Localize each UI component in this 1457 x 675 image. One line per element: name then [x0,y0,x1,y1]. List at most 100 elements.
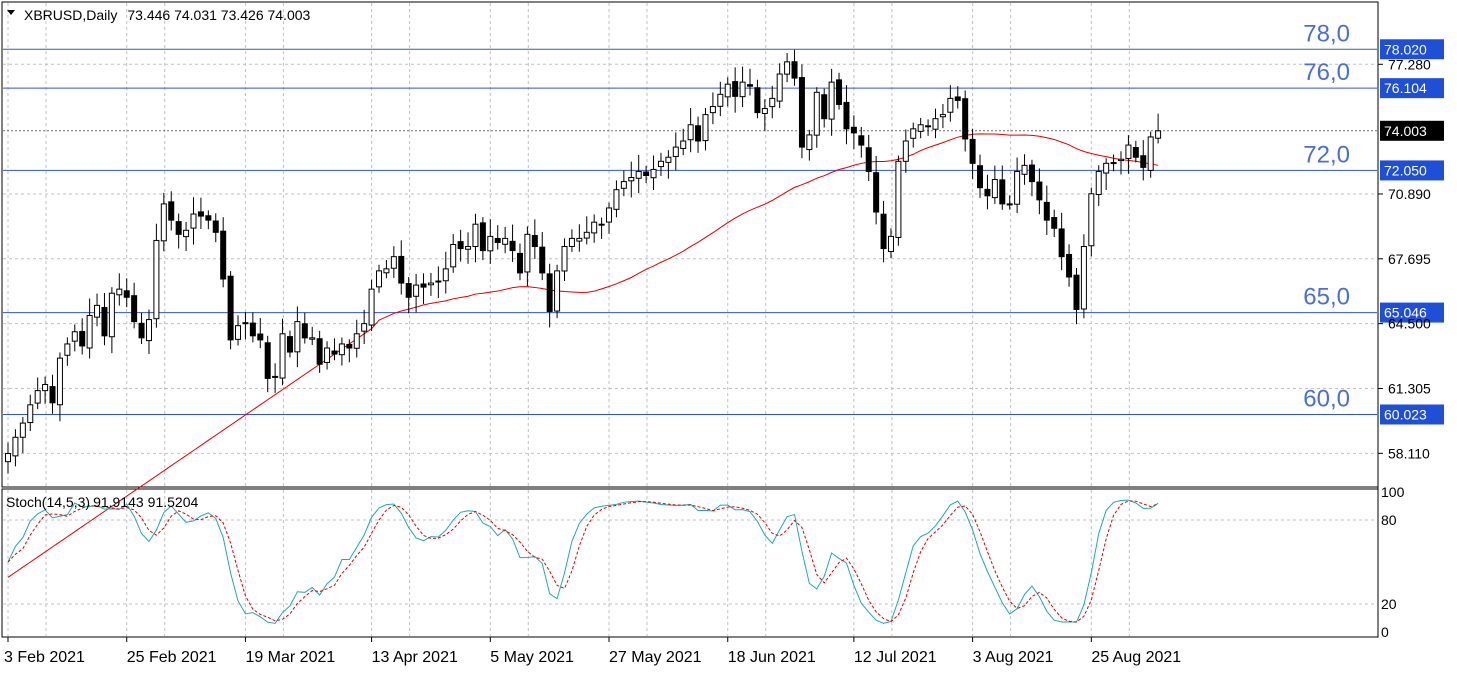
candle[interactable] [197,211,204,217]
candle[interactable] [828,81,835,120]
candle[interactable] [235,325,242,340]
candle[interactable] [175,221,182,235]
candle[interactable] [850,126,857,134]
candles[interactable] [5,49,1162,474]
candle[interactable] [1021,164,1028,175]
candle[interactable] [390,256,397,269]
candle[interactable] [672,146,679,158]
candle[interactable] [598,223,605,226]
candle[interactable] [427,282,434,286]
candle[interactable] [1058,228,1065,258]
candle[interactable] [1140,155,1147,168]
candle[interactable] [784,61,791,75]
candle[interactable] [279,333,286,379]
candle[interactable] [954,96,961,101]
candle[interactable] [205,215,212,221]
candle[interactable] [168,201,175,221]
candle[interactable] [821,94,828,120]
candle[interactable] [368,288,375,326]
candle[interactable] [747,84,753,87]
candle[interactable] [576,237,583,242]
candle[interactable] [999,179,1006,205]
candle[interactable] [962,98,969,140]
candle[interactable] [12,436,19,457]
candle[interactable] [695,125,702,142]
candle[interactable] [286,336,293,353]
candle[interactable] [94,304,101,318]
candle[interactable] [272,375,279,378]
candle[interactable] [902,140,909,162]
candle[interactable] [309,337,316,340]
candle[interactable] [502,237,509,245]
candle[interactable] [64,343,71,356]
candle[interactable] [769,97,776,108]
candle[interactable] [442,268,449,282]
candle[interactable] [977,165,984,189]
candle[interactable] [1051,217,1058,229]
candle[interactable] [42,384,49,392]
candle[interactable] [294,321,301,353]
candle[interactable] [806,134,813,151]
candle[interactable] [450,244,457,268]
candle[interactable] [71,331,78,342]
candle[interactable] [123,290,130,298]
candle[interactable] [1132,147,1139,158]
candle[interactable] [546,273,553,312]
candle[interactable] [324,347,331,363]
candle[interactable] [709,106,716,114]
candle[interactable] [19,422,26,438]
candle[interactable] [1118,158,1124,162]
candle[interactable] [79,330,86,347]
candle[interactable] [346,343,353,349]
candle[interactable] [86,315,93,349]
candle[interactable] [435,280,442,283]
triangle-down-icon[interactable] [7,10,15,15]
candle[interactable] [991,179,998,199]
candle[interactable] [524,233,531,273]
candle[interactable] [680,140,687,149]
candle[interactable] [880,213,887,250]
horizontal-levels[interactable]: 78,0 78.020 76,0 76.104 72,0 72.050 65,0 65.046… [3,20,1444,425]
candle[interactable] [635,170,642,179]
candle[interactable] [145,319,152,342]
candle[interactable] [732,81,739,97]
candle[interactable] [858,135,865,146]
candle[interactable] [917,124,924,132]
stochastic-panel[interactable] [7,499,1159,624]
candle[interactable] [739,81,746,98]
candle[interactable] [242,322,249,325]
candle[interactable] [316,338,323,365]
candle[interactable] [160,203,167,242]
candle[interactable] [56,357,63,406]
candle[interactable] [1155,130,1162,139]
candle[interactable] [420,283,427,288]
candle[interactable] [887,235,894,253]
candle[interactable] [509,240,516,252]
candle[interactable] [969,138,976,164]
candle[interactable] [1080,246,1087,310]
candle[interactable] [606,207,613,223]
candle[interactable] [220,230,227,280]
candle[interactable] [932,118,939,130]
candle[interactable] [264,342,271,379]
candle[interactable] [1028,164,1035,183]
candle[interactable] [561,246,568,272]
candle[interactable] [331,350,338,355]
candle[interactable] [465,246,472,250]
candle[interactable] [27,404,34,424]
candle[interactable] [798,77,805,148]
candle[interactable] [910,128,917,139]
candle[interactable] [457,241,464,250]
candle[interactable] [873,172,880,213]
candle[interactable] [405,283,412,298]
candle[interactable] [301,323,308,339]
candle[interactable] [939,114,946,118]
candle[interactable] [1125,144,1132,159]
candle[interactable] [153,239,160,320]
candle[interactable] [925,125,932,128]
candle[interactable] [724,83,731,98]
candle[interactable] [531,235,538,248]
candle[interactable] [49,386,56,404]
